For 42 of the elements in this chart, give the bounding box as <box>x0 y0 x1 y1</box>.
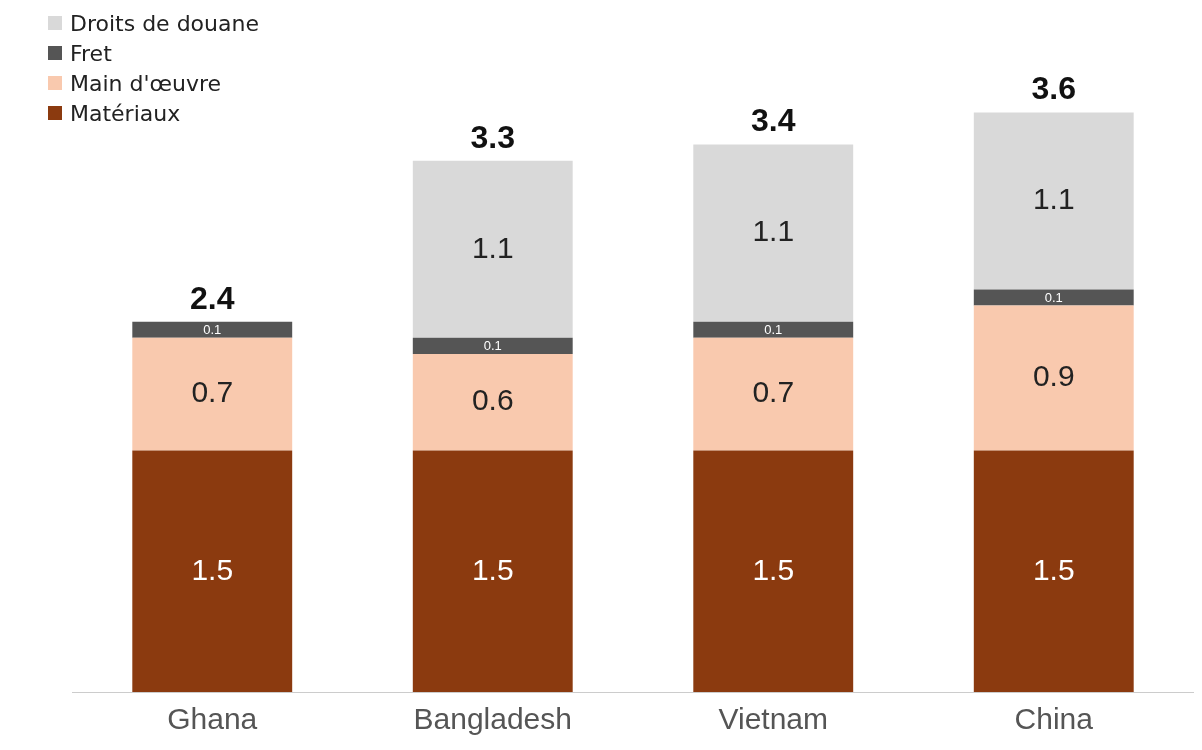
x-tick-label: China <box>1014 702 1094 736</box>
data-label: 0.1 <box>483 338 502 354</box>
bar <box>412 450 573 692</box>
data-label: 1.1 <box>471 230 514 264</box>
bar <box>693 321 854 338</box>
data-label: 0.1 <box>764 322 783 338</box>
bar <box>973 112 1134 290</box>
x-tick-label: Bangladesh <box>413 702 572 736</box>
bar <box>132 337 293 451</box>
bar <box>973 289 1134 306</box>
bar <box>973 450 1134 692</box>
data-label: 1.5 <box>471 552 514 586</box>
data-label: 0.7 <box>191 375 234 409</box>
bar <box>693 337 854 451</box>
bar <box>693 450 854 692</box>
data-label: 0.9 <box>1032 359 1075 393</box>
x-tick-label: Vietnam <box>718 702 829 736</box>
data-label: 1.5 <box>191 552 234 586</box>
legend-label: Fret <box>70 40 112 66</box>
total-label: 3.4 <box>751 102 796 139</box>
data-label: 1.1 <box>1032 182 1075 216</box>
bar <box>132 450 293 692</box>
legend-label: Matériaux <box>70 100 181 126</box>
data-label: 1.5 <box>752 552 795 586</box>
total-label: 3.6 <box>1031 70 1076 107</box>
x-tick-label: Ghana <box>167 702 258 736</box>
legend-label: Droits de douane <box>70 10 259 36</box>
bar <box>412 337 573 354</box>
total-label: 2.4 <box>190 279 235 316</box>
data-label: 0.6 <box>471 383 514 417</box>
bar <box>132 321 293 338</box>
bar <box>693 144 854 322</box>
bar <box>973 305 1134 451</box>
data-label: 0.1 <box>203 322 222 338</box>
bar <box>412 353 573 451</box>
data-label: 0.7 <box>752 375 795 409</box>
legend-label: Main d'œuvre <box>70 70 222 96</box>
data-label: 1.1 <box>752 214 795 248</box>
data-label: 0.1 <box>1044 290 1063 306</box>
total-label: 3.3 <box>470 118 515 155</box>
bar <box>412 160 573 338</box>
data-label: 1.5 <box>1032 552 1075 586</box>
